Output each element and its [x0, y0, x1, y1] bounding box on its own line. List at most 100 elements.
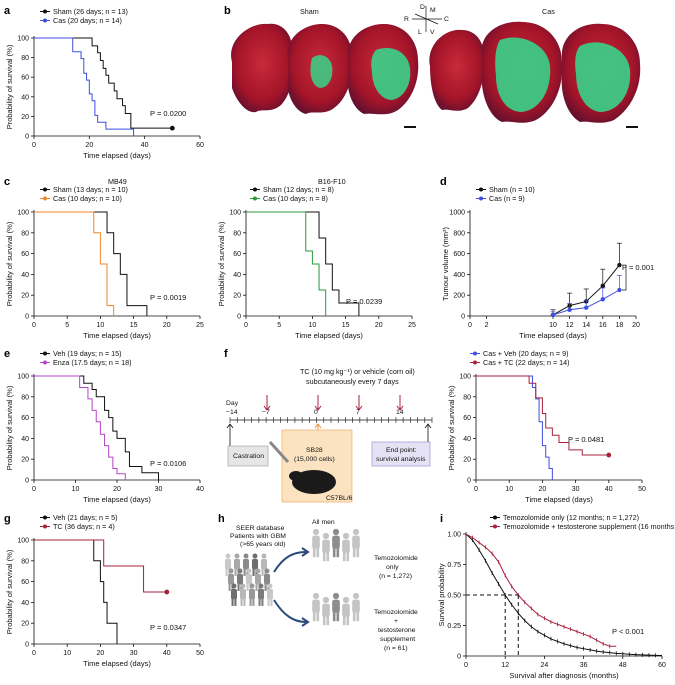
tmzt-line-3: testosterone [378, 627, 416, 634]
y-tick-label: 0 [25, 314, 29, 321]
person-icon [248, 583, 256, 606]
series-line [34, 37, 173, 129]
x-tick-label: 40 [605, 486, 613, 493]
panel-b-brain-images: Sham Cas D M R C L V [231, 4, 641, 128]
y-tick-label: 60 [463, 415, 471, 422]
sham-tumour-region [310, 55, 333, 88]
y-tick-label: 20 [21, 114, 29, 121]
dose-line-2: subcutaneously every 7 days [306, 377, 399, 386]
day-minus14: −14 [226, 409, 238, 416]
dose-arrow-7 [355, 395, 363, 411]
tmzt-line-4: supplement [380, 636, 415, 643]
x-tick-label: 15 [130, 322, 138, 329]
y-tick-label: 40 [21, 436, 29, 443]
legend-label: Sham (12 days; n = 8) [263, 185, 334, 194]
chart-i: 0 12 24 36 48 60 0 0.25 0.50 0.75 1.00 Survival aft… [437, 513, 675, 680]
tmz-line-1: Temozolomide [374, 555, 418, 562]
orientation-compass: D M R C L V [404, 4, 449, 36]
x-tick-label: 30 [130, 650, 138, 657]
y-tick-label: 800 [453, 230, 465, 237]
y-axis-label: Survival probability [437, 563, 446, 626]
data-point [600, 283, 605, 289]
series-line [465, 533, 617, 647]
x-tick-label: 18 [616, 322, 624, 329]
legend-label: Sham (26 days; n = 13) [53, 7, 128, 16]
censor-dot [606, 452, 612, 458]
x-tick-label: 20 [113, 486, 121, 493]
series-line [34, 375, 159, 480]
person-icon [239, 583, 247, 606]
series-line [34, 37, 135, 136]
series-line [246, 211, 327, 316]
legend-label: Temozolomide only (12 months; n = 1,272) [503, 513, 639, 522]
legend-marker [253, 196, 257, 201]
legend-marker [43, 515, 47, 520]
castration-text: Castration [233, 453, 264, 460]
y-tick-label: 200 [453, 293, 465, 300]
svg-text:L: L [418, 29, 422, 36]
legend-marker [43, 187, 47, 192]
x-tick-label: 10 [309, 322, 317, 329]
legend-label: Cas + TC (22 days; n = 14) [483, 358, 570, 367]
day-14: 14 [396, 409, 404, 416]
seer-line-2: Patients with GBM [230, 533, 286, 540]
legend-label: Cas (20 days; n = 14) [53, 16, 122, 25]
y-tick-label: 40 [21, 600, 29, 607]
cas-tumour-region-2 [575, 42, 631, 112]
x-tick-label: 0 [32, 486, 36, 493]
legend-label: Sham (n = 10) [489, 185, 535, 194]
legend-marker [253, 187, 257, 192]
tmzt-line-1: Temozolomide [374, 609, 418, 616]
x-tick-label: 25 [408, 322, 416, 329]
y-tick-label: 0.25 [447, 623, 461, 630]
cas-brain-label: Cas [542, 7, 555, 16]
seer-line-1: SEER database [236, 525, 285, 532]
x-tick-label: 10 [505, 486, 513, 493]
y-tick-label: 20 [233, 293, 241, 300]
y-tick-label: 0.50 [447, 593, 461, 600]
x-tick-label: 40 [196, 486, 204, 493]
p-value: P = 0.001 [622, 263, 654, 272]
testosterone-group-icons [312, 592, 360, 626]
person-icon [322, 596, 330, 626]
svg-text:M: M [430, 7, 436, 14]
person-icon [352, 528, 360, 558]
series-line [34, 539, 167, 593]
panel-label-i: i [440, 513, 443, 525]
y-tick-label: 20 [463, 457, 471, 464]
y-tick-label: 0 [467, 478, 471, 485]
x-tick-label: 0 [464, 662, 468, 669]
chart-g: 0 10 20 30 40 50 0 20 40 60 80 100 Time elapsed (day… [5, 513, 204, 668]
endpoint-text-1: End point: [386, 447, 417, 454]
person-icon [257, 583, 265, 606]
y-tick-label: 0 [237, 314, 241, 321]
series-line [246, 211, 360, 316]
y-tick-label: 80 [463, 394, 471, 401]
y-tick-label: 100 [17, 538, 29, 545]
panel-f-schematic: TC (10 mg kg⁻¹) or vehicle (corn oil) su… [226, 367, 433, 503]
panel-label-g: g [4, 513, 11, 525]
x-tick-label: 16 [599, 322, 607, 329]
axis-lines [475, 374, 642, 481]
legend-label: Cas (10 days; n = 8) [263, 194, 328, 203]
person-icon [352, 592, 360, 622]
castration-arrow [226, 423, 234, 446]
castration-box [227, 445, 269, 467]
x-tick-label: 12 [566, 322, 574, 329]
y-tick-label: 0.75 [447, 562, 461, 569]
data-point [567, 307, 572, 312]
legend-label: Cas (10 days; n = 10) [53, 194, 122, 203]
x-tick-label: 14 [582, 322, 590, 329]
y-tick-label: 100 [459, 374, 471, 381]
panel-label-a: a [4, 5, 11, 17]
y-tick-label: 80 [21, 558, 29, 565]
x-axis-label: Time elapsed (days) [83, 659, 151, 668]
axis-lines [465, 532, 662, 657]
y-tick-label: 20 [21, 621, 29, 628]
arrow-to-tmz [273, 551, 307, 573]
data-point [584, 305, 589, 310]
x-tick-label: 10 [72, 486, 80, 493]
p-value: P = 0.0239 [346, 297, 382, 306]
legend-label: Enza (17.5 days; n = 18) [53, 358, 132, 367]
